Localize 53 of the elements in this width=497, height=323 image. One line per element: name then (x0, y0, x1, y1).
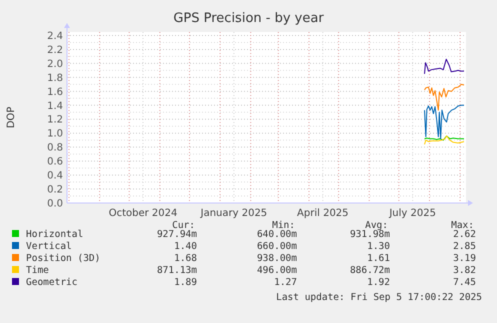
x-tick-label: April 2025 (297, 208, 349, 219)
y-tick-label: 1.2 (47, 114, 63, 126)
text: 2.85 (453, 241, 476, 252)
y-tick-label: 1.4 (47, 100, 63, 112)
legend-label: Horizontal (26, 229, 84, 240)
text: Last update: Fri Sep 5 17:00:22 2025 (276, 292, 482, 303)
x-tick-label: July 2025 (388, 208, 436, 219)
text: 1.92 (367, 277, 390, 288)
text: 1.61 (367, 253, 390, 264)
legend-label: Geometric (26, 277, 78, 288)
y-tick-label: 0.8 (47, 142, 63, 154)
text: Avg: (365, 220, 388, 231)
y-tick-label: 2.2 (47, 44, 63, 56)
text: 3.19 (453, 253, 476, 264)
text: 931.98m (350, 229, 390, 240)
y-tick-label: 0.6 (47, 156, 63, 168)
text: 927.94m (156, 229, 198, 240)
y-tick-label: 2.0 (47, 58, 63, 70)
legend-label: Time (26, 265, 50, 276)
line-series (424, 135, 465, 145)
text: 2.62 (453, 229, 476, 240)
text: 938.00m (256, 253, 298, 264)
text: 871.13m (156, 265, 198, 276)
y-tick-label: 1.6 (47, 86, 63, 98)
text: 7.45 (453, 277, 476, 288)
y-axis-title: DOP (6, 106, 17, 128)
text: 3.82 (453, 265, 476, 276)
text: 1.27 (274, 277, 297, 288)
y-tick-label: 2.4 (47, 30, 63, 42)
y-tick-label: 1.8 (47, 72, 63, 84)
line-series (424, 104, 465, 140)
y-tick-label: 1.0 (47, 128, 63, 140)
text: 886.72m (350, 265, 390, 276)
text: 1.40 (174, 241, 198, 252)
legend-label: Vertical (26, 241, 72, 252)
text: Min: (272, 220, 295, 231)
line-series (424, 58, 465, 74)
chart-title: GPS Precision - by year (173, 11, 324, 26)
line-series (424, 84, 465, 111)
text: 660.00m (256, 241, 298, 252)
y-tick-label: 0.0 (47, 198, 63, 210)
x-tick-label: October 2024 (108, 208, 178, 219)
text: 640.00m (256, 229, 298, 240)
text: 1.89 (174, 277, 198, 288)
text: 1.68 (174, 253, 198, 264)
text: 496.00m (256, 265, 298, 276)
text: Max: (451, 220, 474, 231)
x-tick-label: January 2025 (200, 208, 268, 219)
y-tick-label: 0.2 (47, 184, 63, 196)
legend-label: Position (3D) (26, 253, 100, 264)
y-tick-label: 0.4 (47, 170, 63, 182)
text: Cur: (172, 220, 195, 231)
text: 1.30 (367, 241, 390, 252)
